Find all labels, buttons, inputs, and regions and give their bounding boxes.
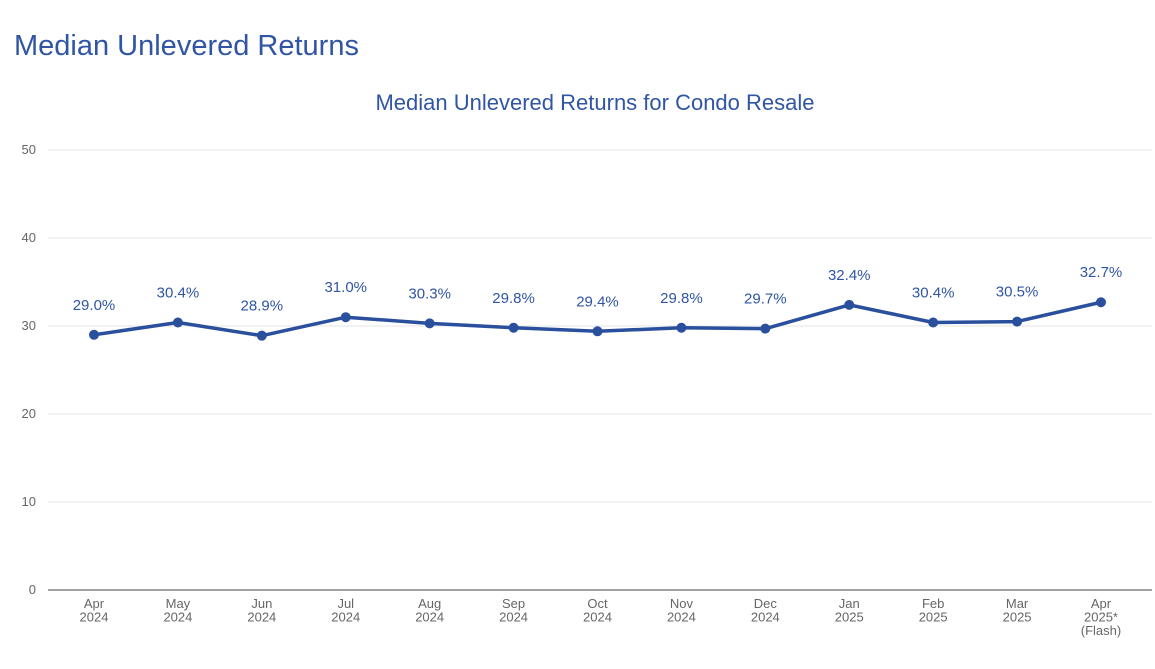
data-label: 29.8% xyxy=(660,290,703,307)
x-tick-label: Jan 2025 xyxy=(835,596,864,625)
x-axis-ticks: Apr 2024 May 2024 Jun 2024 Jul 2024 Aug 2024 Sep 20… xyxy=(80,596,1122,638)
x-tick-label: Oct 2024 xyxy=(583,596,612,625)
data-label: 30.3% xyxy=(408,285,451,302)
x-tick-label: Apr 2024 xyxy=(80,596,109,625)
data-label: 32.7% xyxy=(1080,264,1123,281)
page-heading: Median Unlevered Returns xyxy=(14,30,359,62)
x-tick-label: Feb 2025 xyxy=(919,596,948,625)
y-tick-label: 30 xyxy=(22,318,36,333)
data-point xyxy=(844,299,855,310)
data-point xyxy=(508,322,519,333)
data-point xyxy=(928,317,939,328)
data-labels: 29.0% 30.4% 28.9% 31.0% 30.3% 29.8% 29.4% 29.8%… xyxy=(73,264,1123,314)
data-point xyxy=(256,330,267,341)
x-tick-label: May 2024 xyxy=(163,596,192,625)
data-point xyxy=(1096,297,1106,308)
data-point xyxy=(760,323,771,334)
x-tick-label: Aug 2024 xyxy=(415,596,444,625)
data-label: 29.4% xyxy=(576,293,619,310)
data-point xyxy=(676,322,687,333)
y-tick-label: 10 xyxy=(22,494,36,509)
x-tick-label: Jun 2024 xyxy=(247,596,276,625)
data-point xyxy=(592,326,603,337)
data-label: 29.0% xyxy=(73,297,116,314)
data-label: 30.4% xyxy=(912,284,955,301)
x-tick-label: Sep 2024 xyxy=(499,596,528,625)
y-tick-label: 40 xyxy=(22,230,36,245)
data-label: 31.0% xyxy=(324,279,367,296)
gridlines xyxy=(48,149,1152,591)
x-tick-label: Nov 2024 xyxy=(667,596,696,625)
data-point xyxy=(89,329,99,340)
data-point xyxy=(172,317,183,328)
data-label: 29.7% xyxy=(744,291,787,308)
data-point xyxy=(340,312,351,323)
x-tick-label: Dec 2024 xyxy=(751,596,780,625)
data-label: 28.9% xyxy=(241,298,284,315)
y-tick-label: 0 xyxy=(29,582,36,597)
data-label: 29.8% xyxy=(492,290,535,307)
x-tick-label: Apr 2025* (Flash) xyxy=(1081,596,1121,638)
chart-title: Median Unlevered Returns for Condo Resal… xyxy=(375,90,814,115)
y-tick-label: 20 xyxy=(22,406,36,421)
x-tick-label: Jul 2024 xyxy=(331,596,360,625)
x-tick-label: Mar 2025 xyxy=(1003,596,1032,625)
data-point xyxy=(424,318,435,329)
data-label: 30.5% xyxy=(996,284,1039,301)
data-point xyxy=(1012,316,1023,327)
y-axis-ticks: 0 10 20 30 40 50 xyxy=(22,142,36,597)
data-label: 30.4% xyxy=(157,284,200,301)
series xyxy=(89,297,1106,341)
y-tick-label: 50 xyxy=(22,142,36,157)
data-label: 32.4% xyxy=(828,267,871,284)
